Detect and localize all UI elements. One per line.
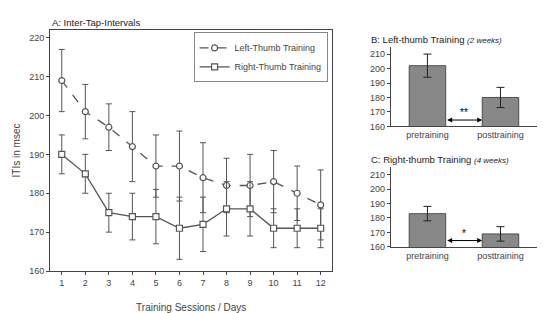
svg-text:190: 190 bbox=[370, 199, 385, 209]
svg-text:**: ** bbox=[460, 107, 468, 118]
svg-text:170: 170 bbox=[370, 107, 385, 117]
svg-text:3: 3 bbox=[106, 278, 111, 288]
svg-text:pretraining: pretraining bbox=[406, 251, 449, 261]
svg-text:2: 2 bbox=[83, 278, 88, 288]
svg-text:1: 1 bbox=[59, 278, 64, 288]
svg-text:210: 210 bbox=[370, 170, 385, 180]
svg-text:*: * bbox=[462, 228, 466, 239]
svg-text:10: 10 bbox=[269, 278, 279, 288]
svg-text:9: 9 bbox=[248, 278, 253, 288]
svg-text:posttraining: posttraining bbox=[477, 130, 524, 140]
svg-text:C: Right-thumb Training (4 wee: C: Right-thumb Training (4 weeks) bbox=[371, 154, 509, 165]
svg-text:5: 5 bbox=[153, 278, 158, 288]
svg-text:160: 160 bbox=[370, 242, 385, 252]
svg-text:4: 4 bbox=[130, 278, 135, 288]
svg-text:210: 210 bbox=[370, 49, 385, 59]
svg-text:pretraining: pretraining bbox=[406, 130, 449, 140]
svg-text:160: 160 bbox=[29, 266, 44, 276]
svg-text:200: 200 bbox=[370, 184, 385, 194]
svg-text:160: 160 bbox=[370, 122, 385, 132]
svg-text:190: 190 bbox=[370, 78, 385, 88]
svg-text:8: 8 bbox=[224, 278, 229, 288]
svg-text:200: 200 bbox=[370, 64, 385, 74]
svg-text:180: 180 bbox=[370, 213, 385, 223]
svg-text:Left-Thumb Training: Left-Thumb Training bbox=[235, 43, 316, 53]
svg-text:B: Left-thumb Training (2 week: B: Left-thumb Training (2 weeks) bbox=[371, 34, 502, 45]
svg-text:12: 12 bbox=[316, 278, 326, 288]
svg-text:Right-Thumb Training: Right-Thumb Training bbox=[235, 62, 322, 72]
svg-text:180: 180 bbox=[29, 188, 44, 198]
svg-text:11: 11 bbox=[292, 278, 301, 288]
svg-text:6: 6 bbox=[177, 278, 182, 288]
svg-text:180: 180 bbox=[370, 93, 385, 103]
svg-text:170: 170 bbox=[29, 227, 44, 237]
svg-text:210: 210 bbox=[29, 72, 44, 82]
svg-text:Training Sessions / Days: Training Sessions / Days bbox=[136, 302, 246, 313]
svg-text:200: 200 bbox=[29, 111, 44, 121]
svg-text:7: 7 bbox=[200, 278, 205, 288]
svg-text:ITIs in msec: ITIs in msec bbox=[11, 124, 22, 178]
svg-text:190: 190 bbox=[29, 150, 44, 160]
svg-text:170: 170 bbox=[370, 228, 385, 238]
svg-text:A: Inter-Tap-Intervals: A: Inter-Tap-Intervals bbox=[52, 17, 140, 28]
svg-text:posttraining: posttraining bbox=[477, 251, 524, 261]
svg-text:220: 220 bbox=[29, 33, 44, 43]
